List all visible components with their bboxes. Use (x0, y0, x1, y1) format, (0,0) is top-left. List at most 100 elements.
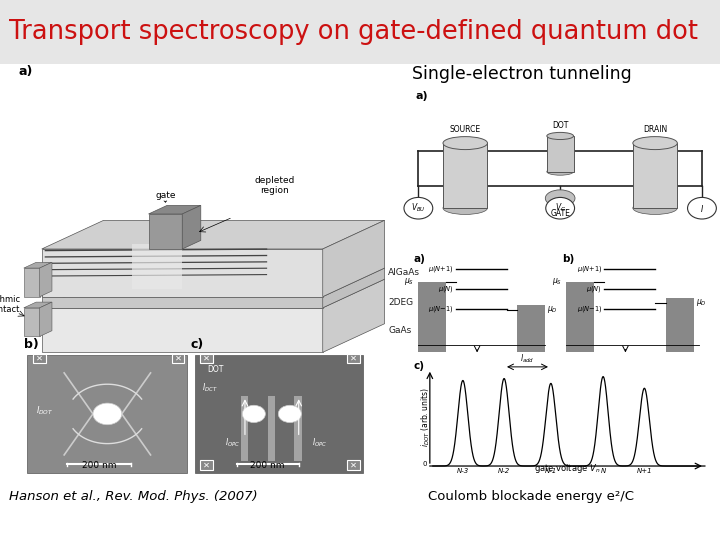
Circle shape (279, 405, 302, 422)
FancyBboxPatch shape (443, 143, 487, 208)
Text: GaAs: GaAs (388, 326, 411, 335)
FancyBboxPatch shape (633, 143, 678, 208)
Polygon shape (24, 262, 52, 268)
Text: c): c) (414, 361, 425, 371)
Text: c): c) (191, 338, 204, 351)
Bar (418, 282, 446, 352)
Polygon shape (148, 205, 201, 214)
Circle shape (688, 198, 716, 219)
Circle shape (93, 403, 122, 424)
Bar (665, 298, 693, 352)
Text: 0: 0 (423, 461, 427, 467)
Text: b): b) (24, 338, 38, 351)
Text: Coulomb blockade energy e²/C: Coulomb blockade energy e²/C (428, 490, 634, 503)
Text: $\mu(N{-}1)$: $\mu(N{-}1)$ (577, 304, 602, 314)
Bar (566, 282, 594, 352)
Polygon shape (24, 302, 52, 308)
Text: $\mu(N{+}1)$: $\mu(N{+}1)$ (577, 264, 602, 274)
Ellipse shape (443, 201, 487, 214)
Bar (132, 244, 182, 289)
Text: ✕: ✕ (203, 354, 210, 363)
Polygon shape (42, 308, 323, 353)
Text: $\mu_S$: $\mu_S$ (404, 276, 414, 287)
Bar (347, 460, 360, 470)
Text: $V_{BU}$: $V_{BU}$ (411, 202, 426, 214)
Text: ✕: ✕ (350, 461, 356, 469)
Text: Hanson et al., Rev. Mod. Phys. (2007): Hanson et al., Rev. Mod. Phys. (2007) (9, 490, 257, 503)
Text: ✕: ✕ (203, 461, 210, 469)
Bar (0, 0, 720, 64)
Text: $\mu(N{+}1)$: $\mu(N{+}1)$ (428, 264, 454, 274)
Polygon shape (323, 220, 384, 296)
Text: 200 nm: 200 nm (251, 461, 285, 470)
Circle shape (546, 198, 575, 219)
Text: Ohmic
contact: Ohmic contact (0, 295, 20, 314)
Bar (171, 354, 184, 363)
Text: 200 nm: 200 nm (82, 461, 117, 470)
Text: $\mu_S$: $\mu_S$ (552, 276, 562, 287)
Text: a): a) (415, 91, 428, 101)
Text: $\mu(N)$: $\mu(N)$ (438, 284, 454, 294)
Text: $\mu_D$: $\mu_D$ (547, 305, 558, 315)
Ellipse shape (545, 190, 575, 207)
Ellipse shape (443, 137, 487, 150)
Text: $V_G$: $V_G$ (554, 202, 566, 214)
Polygon shape (24, 308, 40, 336)
Circle shape (404, 198, 433, 219)
Polygon shape (42, 279, 384, 308)
Text: N+1: N+1 (636, 468, 652, 474)
Text: N-1: N-1 (545, 468, 557, 474)
Polygon shape (40, 262, 52, 296)
Text: GATE: GATE (550, 208, 570, 218)
Text: N-3: N-3 (456, 468, 469, 474)
Text: gate voltage $V_n$: gate voltage $V_n$ (534, 462, 600, 475)
Polygon shape (42, 220, 384, 249)
Polygon shape (40, 302, 52, 336)
Polygon shape (42, 249, 323, 296)
Ellipse shape (633, 201, 678, 214)
Text: depleted
region: depleted region (255, 176, 295, 195)
Text: N: N (600, 468, 606, 474)
Text: ✕: ✕ (350, 354, 356, 363)
Text: ✕: ✕ (36, 354, 43, 363)
Polygon shape (323, 268, 384, 308)
Ellipse shape (633, 137, 678, 150)
Bar (33, 354, 46, 363)
Text: $l_{add}$: $l_{add}$ (521, 353, 534, 365)
Bar (200, 460, 213, 470)
Bar (240, 396, 248, 461)
Ellipse shape (546, 132, 574, 139)
Ellipse shape (546, 168, 574, 175)
Bar (517, 305, 545, 352)
Polygon shape (323, 279, 384, 353)
Text: ✕: ✕ (174, 354, 181, 363)
Text: DRAIN: DRAIN (643, 125, 667, 134)
Text: $I_{OPC}$: $I_{OPC}$ (225, 437, 240, 449)
Text: a): a) (414, 254, 426, 264)
Text: $\mu_D$: $\mu_D$ (696, 297, 706, 308)
Text: Single-electron tunneling: Single-electron tunneling (412, 65, 631, 83)
Text: $I_{DCT}$: $I_{DCT}$ (202, 382, 217, 394)
Text: $I_{OPC}$: $I_{OPC}$ (312, 437, 328, 449)
Bar (27, 355, 187, 472)
Text: gate: gate (155, 191, 176, 200)
Polygon shape (148, 214, 182, 249)
Text: SOURCE: SOURCE (450, 125, 481, 134)
Bar (200, 354, 213, 363)
Polygon shape (182, 205, 201, 249)
Text: $\mu(N{-}1)$: $\mu(N{-}1)$ (428, 304, 454, 314)
Text: DOT: DOT (207, 365, 224, 374)
Circle shape (243, 405, 266, 422)
Bar (294, 396, 302, 461)
Text: $\mu(N)$: $\mu(N)$ (586, 284, 602, 294)
FancyBboxPatch shape (546, 136, 574, 172)
Text: DOT: DOT (552, 122, 568, 130)
Polygon shape (42, 296, 323, 308)
Text: a): a) (19, 65, 33, 78)
Text: $I_{DOT}$: $I_{DOT}$ (36, 405, 53, 417)
Bar (268, 396, 275, 461)
Text: N-2: N-2 (498, 468, 510, 474)
Text: 2DEG: 2DEG (388, 298, 413, 307)
Bar (347, 354, 360, 363)
Text: AlGaAs: AlGaAs (388, 268, 420, 278)
